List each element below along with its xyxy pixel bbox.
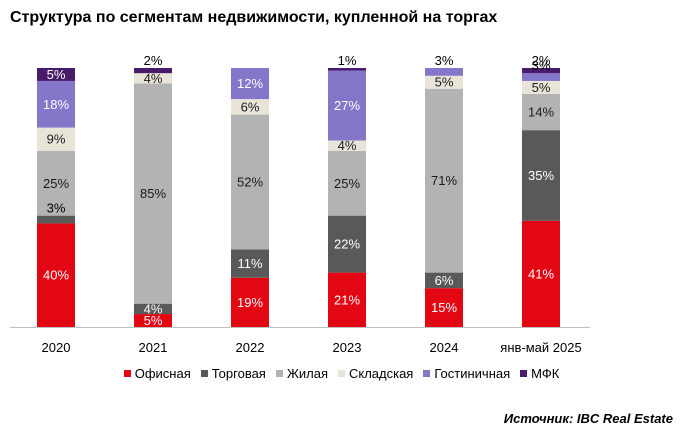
segment-data-label: 19% — [237, 295, 263, 310]
category-label: 2020 — [42, 340, 71, 355]
segment-data-label: 6% — [241, 99, 260, 114]
bar-segment — [522, 93, 560, 131]
legend: Офисная Торговая Жилая Складская Гостиничная… — [0, 366, 683, 381]
bar-segment — [37, 80, 75, 128]
stacked-bar-chart: 40%3%25%9%18%5%5%4%85%4%2%19%11%52%6%12%… — [10, 53, 590, 355]
bar-segment — [328, 70, 366, 141]
bar-segment — [37, 150, 75, 216]
source-note: Источник: IBC Real Estate — [503, 411, 673, 426]
segment-data-label: 5% — [47, 67, 66, 82]
segment-data-label: 71% — [431, 173, 457, 188]
segment-data-label: 18% — [43, 97, 69, 112]
segment-data-label: 4% — [144, 71, 163, 86]
bar-segment — [328, 272, 366, 327]
bar-segment — [37, 68, 75, 81]
segment-data-label: 11% — [237, 256, 262, 271]
legend-label: Складская — [348, 366, 414, 381]
category-label: 2023 — [333, 340, 362, 355]
legend-label: Офисная — [134, 366, 191, 381]
segment-data-label: 5% — [435, 75, 454, 90]
bar-segment — [522, 68, 560, 74]
segment-data-label: 2% — [532, 53, 551, 68]
segment-data-label: 6% — [435, 273, 454, 288]
legend-swatch — [520, 370, 528, 377]
segment-data-label: 25% — [43, 176, 69, 191]
segment-data-label: 3% — [47, 201, 66, 216]
category-label: 2021 — [139, 340, 168, 355]
bar-segment — [134, 83, 172, 304]
segment-data-label: 40% — [43, 268, 69, 283]
bar-segment — [522, 80, 560, 94]
category-label: янв-май 2025 — [500, 340, 581, 355]
segment-labels-group: 40%3%25%9%18%5%5%4%85%4%2%19%11%52%6%12%… — [43, 53, 554, 328]
bar-segment — [231, 68, 269, 100]
legend-label: Торговая — [211, 366, 266, 381]
legend-swatch — [200, 370, 208, 377]
segment-data-label: 5% — [144, 313, 163, 328]
segment-data-label: 25% — [334, 176, 360, 191]
segment-data-label: 14% — [528, 105, 554, 120]
legend-swatch — [423, 370, 431, 377]
bar-segment — [134, 314, 172, 327]
category-label: 2024 — [430, 340, 459, 355]
bar-segment — [134, 303, 172, 315]
legend-item: Торговая — [200, 366, 266, 381]
segment-data-label: 9% — [47, 132, 66, 147]
segment-data-label: 15% — [431, 300, 457, 315]
chart-title: Структура по сегментам недвижимости, куп… — [10, 9, 498, 26]
legend-item: Складская — [337, 366, 414, 381]
bar-segment — [231, 114, 269, 250]
segment-data-label: 21% — [334, 292, 360, 307]
segment-data-label: 4% — [144, 301, 163, 316]
bar-segment — [522, 130, 560, 221]
category-labels-group: 2020 2021 2022 2023 2024 янв-май 2025 — [42, 340, 582, 355]
segment-data-label: 4% — [338, 138, 357, 153]
bar-segment — [231, 99, 269, 115]
segment-data-label: 12% — [237, 76, 263, 91]
segment-data-label: 3% — [532, 58, 551, 73]
segment-data-label: 3% — [435, 53, 454, 68]
category-label: 2022 — [236, 340, 265, 355]
segment-data-label: 41% — [528, 266, 554, 281]
segment-data-label: 35% — [528, 168, 554, 183]
legend-label: Гостиничная — [434, 366, 511, 381]
segment-data-label: 5% — [532, 80, 551, 95]
legend-label: Жилая — [286, 366, 328, 381]
segment-data-label: 1% — [338, 53, 357, 68]
segment-data-label: 27% — [334, 98, 360, 113]
bar-segment — [134, 68, 172, 74]
legend-item: Гостиничная — [423, 366, 510, 381]
segment-data-label: 22% — [334, 237, 360, 252]
bar-segment — [37, 223, 75, 327]
bar-segment — [328, 140, 366, 151]
bar-segment — [425, 272, 463, 289]
bar-segment — [425, 288, 463, 327]
segment-data-label: 52% — [237, 174, 263, 189]
legend-swatch — [123, 370, 131, 377]
bar-segment — [425, 68, 463, 76]
bar-segment — [328, 68, 366, 71]
bar-segment — [328, 215, 366, 273]
bar-segment — [522, 220, 560, 327]
bar-segment — [328, 150, 366, 216]
bar-segment — [231, 277, 269, 327]
legend-item: Офисная — [123, 366, 191, 381]
segment-data-label: 2% — [144, 53, 163, 68]
legend-label: МФК — [531, 366, 560, 381]
legend-swatch — [275, 370, 283, 377]
bar-segment — [231, 249, 269, 278]
segment-data-label: 85% — [140, 186, 166, 201]
legend-item: Жилая — [275, 366, 328, 381]
bar-segment — [37, 215, 75, 224]
bar-segment — [425, 75, 463, 89]
bars-group — [37, 68, 560, 327]
bar-segment — [425, 88, 463, 273]
bar-segment — [522, 73, 560, 81]
bar-segment — [37, 127, 75, 151]
legend-item: МФК — [520, 366, 559, 381]
bar-segment — [134, 73, 172, 84]
legend-swatch — [337, 370, 345, 377]
